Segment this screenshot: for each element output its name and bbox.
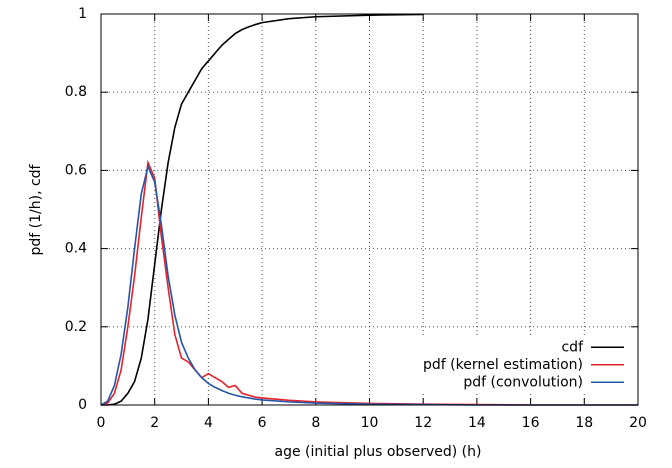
y-tick-label: 1 xyxy=(78,6,87,22)
x-tick-label: 10 xyxy=(361,415,379,431)
y-tick-label: 0 xyxy=(78,397,87,413)
x-tick-label: 12 xyxy=(414,415,432,431)
y-tick-label: 0.4 xyxy=(65,241,87,257)
x-tick-label: 6 xyxy=(258,415,267,431)
legend-label: pdf (convolution) xyxy=(463,374,583,390)
series-line xyxy=(100,159,638,406)
x-tick-label: 18 xyxy=(575,415,593,431)
y-tick-label: 0.8 xyxy=(65,84,87,100)
x-tick-label: 2 xyxy=(150,415,159,431)
x-tick-label: 8 xyxy=(311,415,320,431)
legend-label: pdf (kernel estimation) xyxy=(423,357,583,373)
x-axis-label: age (initial plus observed) (h) xyxy=(275,444,482,460)
y-tick-label: 0.6 xyxy=(65,162,87,178)
legend-label: cdf xyxy=(561,339,584,355)
x-tick-label: 16 xyxy=(522,415,540,431)
y-axis-label: pdf (1/h), cdf xyxy=(28,163,44,255)
y-tick-label: 0.2 xyxy=(65,319,87,335)
x-tick-label: 0 xyxy=(97,415,106,431)
series-line xyxy=(100,163,638,406)
plot-frame xyxy=(100,13,639,406)
series-line xyxy=(101,13,424,406)
x-tick-label: 20 xyxy=(629,415,647,431)
x-tick-label: 4 xyxy=(204,415,213,431)
x-tick-label: 14 xyxy=(468,415,486,431)
